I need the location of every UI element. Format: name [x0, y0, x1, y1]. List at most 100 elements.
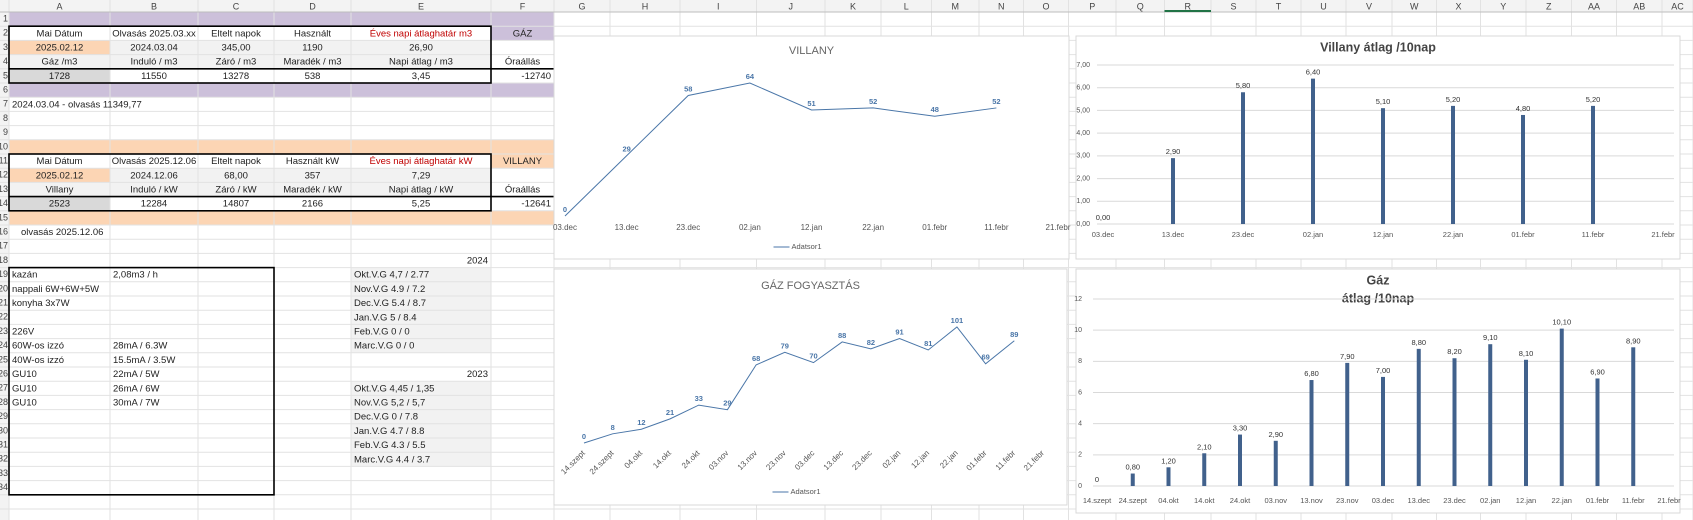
row-header[interactable]: 11: [0, 155, 8, 165]
cell-text[interactable]: Eltelt napok: [211, 156, 261, 167]
cell-text[interactable]: Maradék / m3: [283, 57, 341, 68]
cell-text[interactable]: GÁZ: [513, 28, 533, 39]
column-header[interactable]: T: [1276, 1, 1282, 11]
cell-text[interactable]: Okt.V.G 4,45 / 1,35: [354, 383, 434, 394]
row-header[interactable]: 30: [0, 425, 8, 435]
cell-text[interactable]: GU10: [12, 369, 37, 380]
cell-text[interactable]: nappali 6W+6W+5W: [12, 284, 99, 295]
cell-text[interactable]: GU10: [12, 383, 37, 394]
cell-text[interactable]: 12284: [141, 199, 167, 210]
cell-text[interactable]: Villany: [46, 185, 74, 196]
cell-text[interactable]: -12641: [521, 199, 551, 210]
column-header[interactable]: AC: [1671, 1, 1684, 11]
column-header[interactable]: U: [1320, 1, 1327, 11]
column-header[interactable]: F: [520, 1, 526, 11]
row-header[interactable]: 10: [0, 141, 8, 151]
column-header[interactable]: G: [578, 1, 585, 11]
cell-text[interactable]: Mai Dátum: [37, 28, 83, 39]
cell-text[interactable]: 2024: [467, 256, 488, 267]
cell-text[interactable]: Nov.V.G 5,2 / 5,7: [354, 398, 425, 409]
cell-text[interactable]: 14807: [223, 199, 249, 210]
cell-text[interactable]: Jan.V.G 4.7 / 8.8: [354, 426, 424, 437]
column-header[interactable]: B: [151, 1, 157, 11]
row-header[interactable]: 33: [0, 468, 8, 478]
cell-text[interactable]: 22mA / 5W: [113, 369, 159, 380]
cell-text[interactable]: Dec.V.G 0 / 7.8: [354, 412, 418, 423]
column-header[interactable]: D: [309, 1, 316, 11]
cell-text[interactable]: Jan.V.G 5 / 8.4: [354, 312, 417, 323]
cell-text[interactable]: Okt.V.G 4,7 / 2.77: [354, 270, 429, 281]
cell-text[interactable]: 2166: [302, 199, 323, 210]
column-header[interactable]: M: [952, 1, 960, 11]
row-header[interactable]: 28: [0, 397, 8, 407]
cell-text[interactable]: 40W-os izzó: [12, 355, 64, 366]
column-header[interactable]: R: [1185, 1, 1192, 11]
cell-text[interactable]: Feb.V.G 0 / 0: [354, 327, 410, 338]
cell-text[interactable]: 226V: [12, 327, 35, 338]
row-header[interactable]: 1: [3, 13, 8, 23]
cell-text[interactable]: olvasás 2025.12.06: [21, 227, 103, 238]
row-header[interactable]: 29: [0, 411, 8, 421]
row-header[interactable]: 4: [3, 56, 8, 66]
row-header[interactable]: 21: [0, 297, 8, 307]
cell-text[interactable]: 15.5mA / 3.5W: [113, 355, 175, 366]
column-header[interactable]: Y: [1500, 1, 1506, 11]
cell-text[interactable]: 30mA / 7W: [113, 398, 159, 409]
cell-text[interactable]: konyha 3x7W: [12, 298, 70, 309]
cell-text[interactable]: kazán: [12, 270, 37, 281]
cell-text[interactable]: Napi átlag / kW: [389, 185, 453, 196]
cell-text[interactable]: 26mA / 6W: [113, 383, 159, 394]
cell-text[interactable]: Gáz /m3: [42, 57, 78, 68]
cell-text[interactable]: Használt: [294, 28, 331, 39]
cell-text[interactable]: Éves napi átlaghatár kW: [370, 156, 473, 167]
row-header[interactable]: 7: [3, 99, 8, 109]
cell-text[interactable]: 2025.02.12: [36, 170, 84, 181]
cell-text[interactable]: 1190: [302, 43, 322, 54]
cell-text[interactable]: Használt kW: [286, 156, 339, 167]
row-header[interactable]: 2: [3, 28, 8, 38]
cell-text[interactable]: 2523: [49, 199, 70, 210]
column-header[interactable]: N: [998, 1, 1005, 11]
cell-text[interactable]: Óraállás: [505, 185, 541, 196]
column-header[interactable]: Q: [1137, 1, 1144, 11]
column-header[interactable]: Z: [1546, 1, 1552, 11]
row-header[interactable]: 12: [0, 170, 8, 180]
cell-text[interactable]: Olvasás 2025.12.06: [112, 156, 197, 167]
column-header[interactable]: V: [1366, 1, 1372, 11]
cell-text[interactable]: 2,08m3 / h: [113, 270, 158, 281]
row-header[interactable]: 13: [0, 184, 8, 194]
cell-text[interactable]: 5,25: [412, 199, 431, 210]
cell-text[interactable]: 538: [305, 71, 321, 82]
column-header[interactable]: H: [642, 1, 649, 11]
cell-text[interactable]: Feb.V.G 4.3 / 5.5: [354, 440, 425, 451]
cell-text[interactable]: Eltelt napok: [211, 28, 261, 39]
column-header[interactable]: AA: [1588, 1, 1600, 11]
column-header[interactable]: L: [904, 1, 909, 11]
row-header[interactable]: 5: [3, 70, 8, 80]
column-header[interactable]: J: [789, 1, 794, 11]
row-header[interactable]: 14: [0, 198, 8, 208]
row-header[interactable]: 16: [0, 226, 8, 236]
row-header[interactable]: 32: [0, 454, 8, 464]
row-header[interactable]: 3: [3, 42, 8, 52]
column-header[interactable]: AB: [1633, 1, 1645, 11]
row-header[interactable]: 17: [0, 241, 8, 251]
row-header[interactable]: 15: [0, 212, 8, 222]
column-header[interactable]: E: [418, 1, 424, 11]
row-header[interactable]: 19: [0, 269, 8, 279]
cell-text[interactable]: Mai Dátum: [37, 156, 83, 167]
cell-text[interactable]: 11550: [141, 71, 167, 82]
cell-text[interactable]: Induló / kW: [130, 185, 178, 196]
cell-text[interactable]: 2024.03.04: [130, 43, 178, 54]
row-header[interactable]: 20: [0, 283, 8, 293]
row-header[interactable]: 23: [0, 326, 8, 336]
cell-text[interactable]: 68,00: [224, 170, 248, 181]
row-header[interactable]: 18: [0, 255, 8, 265]
cell-text[interactable]: 60W-os izzó: [12, 341, 64, 352]
row-header[interactable]: 9: [3, 127, 8, 137]
cell-text[interactable]: 28mA / 6.3W: [113, 341, 167, 352]
row-header[interactable]: 27: [0, 383, 8, 393]
column-header[interactable]: I: [717, 1, 720, 11]
cell-text[interactable]: Éves napi átlaghatár m3: [370, 28, 472, 39]
cell-text[interactable]: Nov.V.G 4.9 / 7.2: [354, 284, 425, 295]
